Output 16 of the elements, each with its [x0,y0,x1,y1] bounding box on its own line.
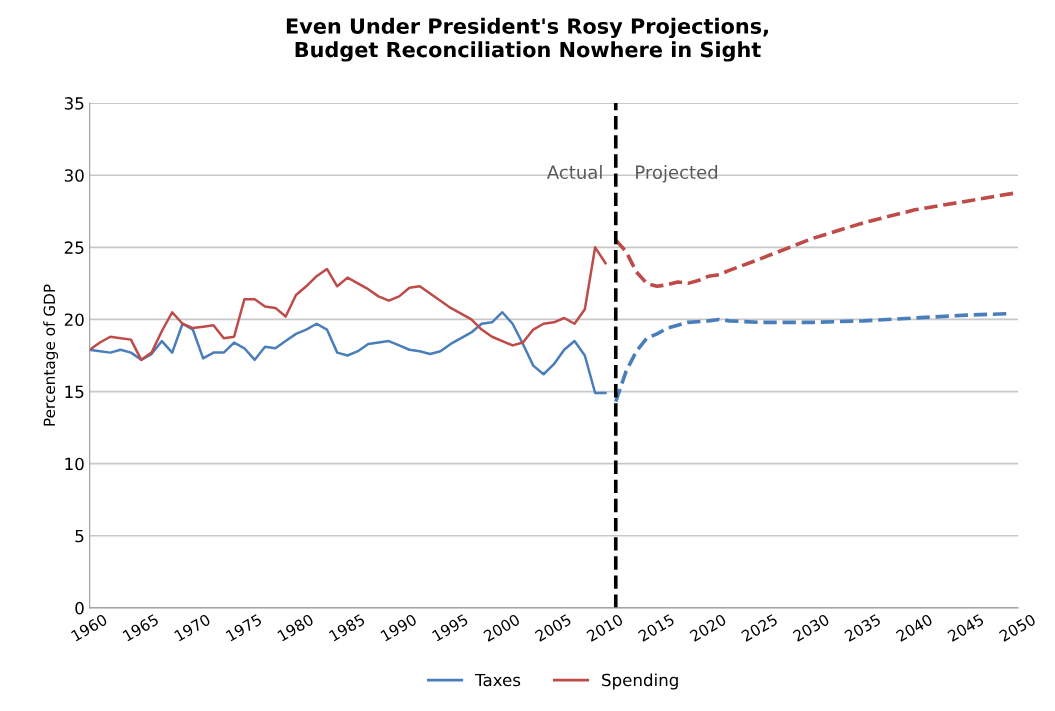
y-tick-label: 30 [64,169,84,182]
annotation: Projected [636,165,718,183]
y-tick-label: 5 [75,529,84,543]
y-axis-title: Percentage of GDP [43,284,59,426]
y-tick-label: 15 [65,385,84,399]
line-series [89,310,607,395]
legend-label: Taxes [475,673,521,687]
y-tick-label: 10 [65,457,84,471]
legend-label: Spending [602,673,678,690]
y-tick-label: 20 [64,313,84,327]
y-tick-label: 35 [64,97,84,110]
chart-title: Even Under President's Rosy Projections, Budget Reconciliation Nowhere in Sight [286,17,768,62]
annotation: Actual [546,165,602,180]
y-tick-label: 25 [64,241,84,254]
line-series [89,246,607,362]
y-tick-label: 0 [75,601,84,615]
